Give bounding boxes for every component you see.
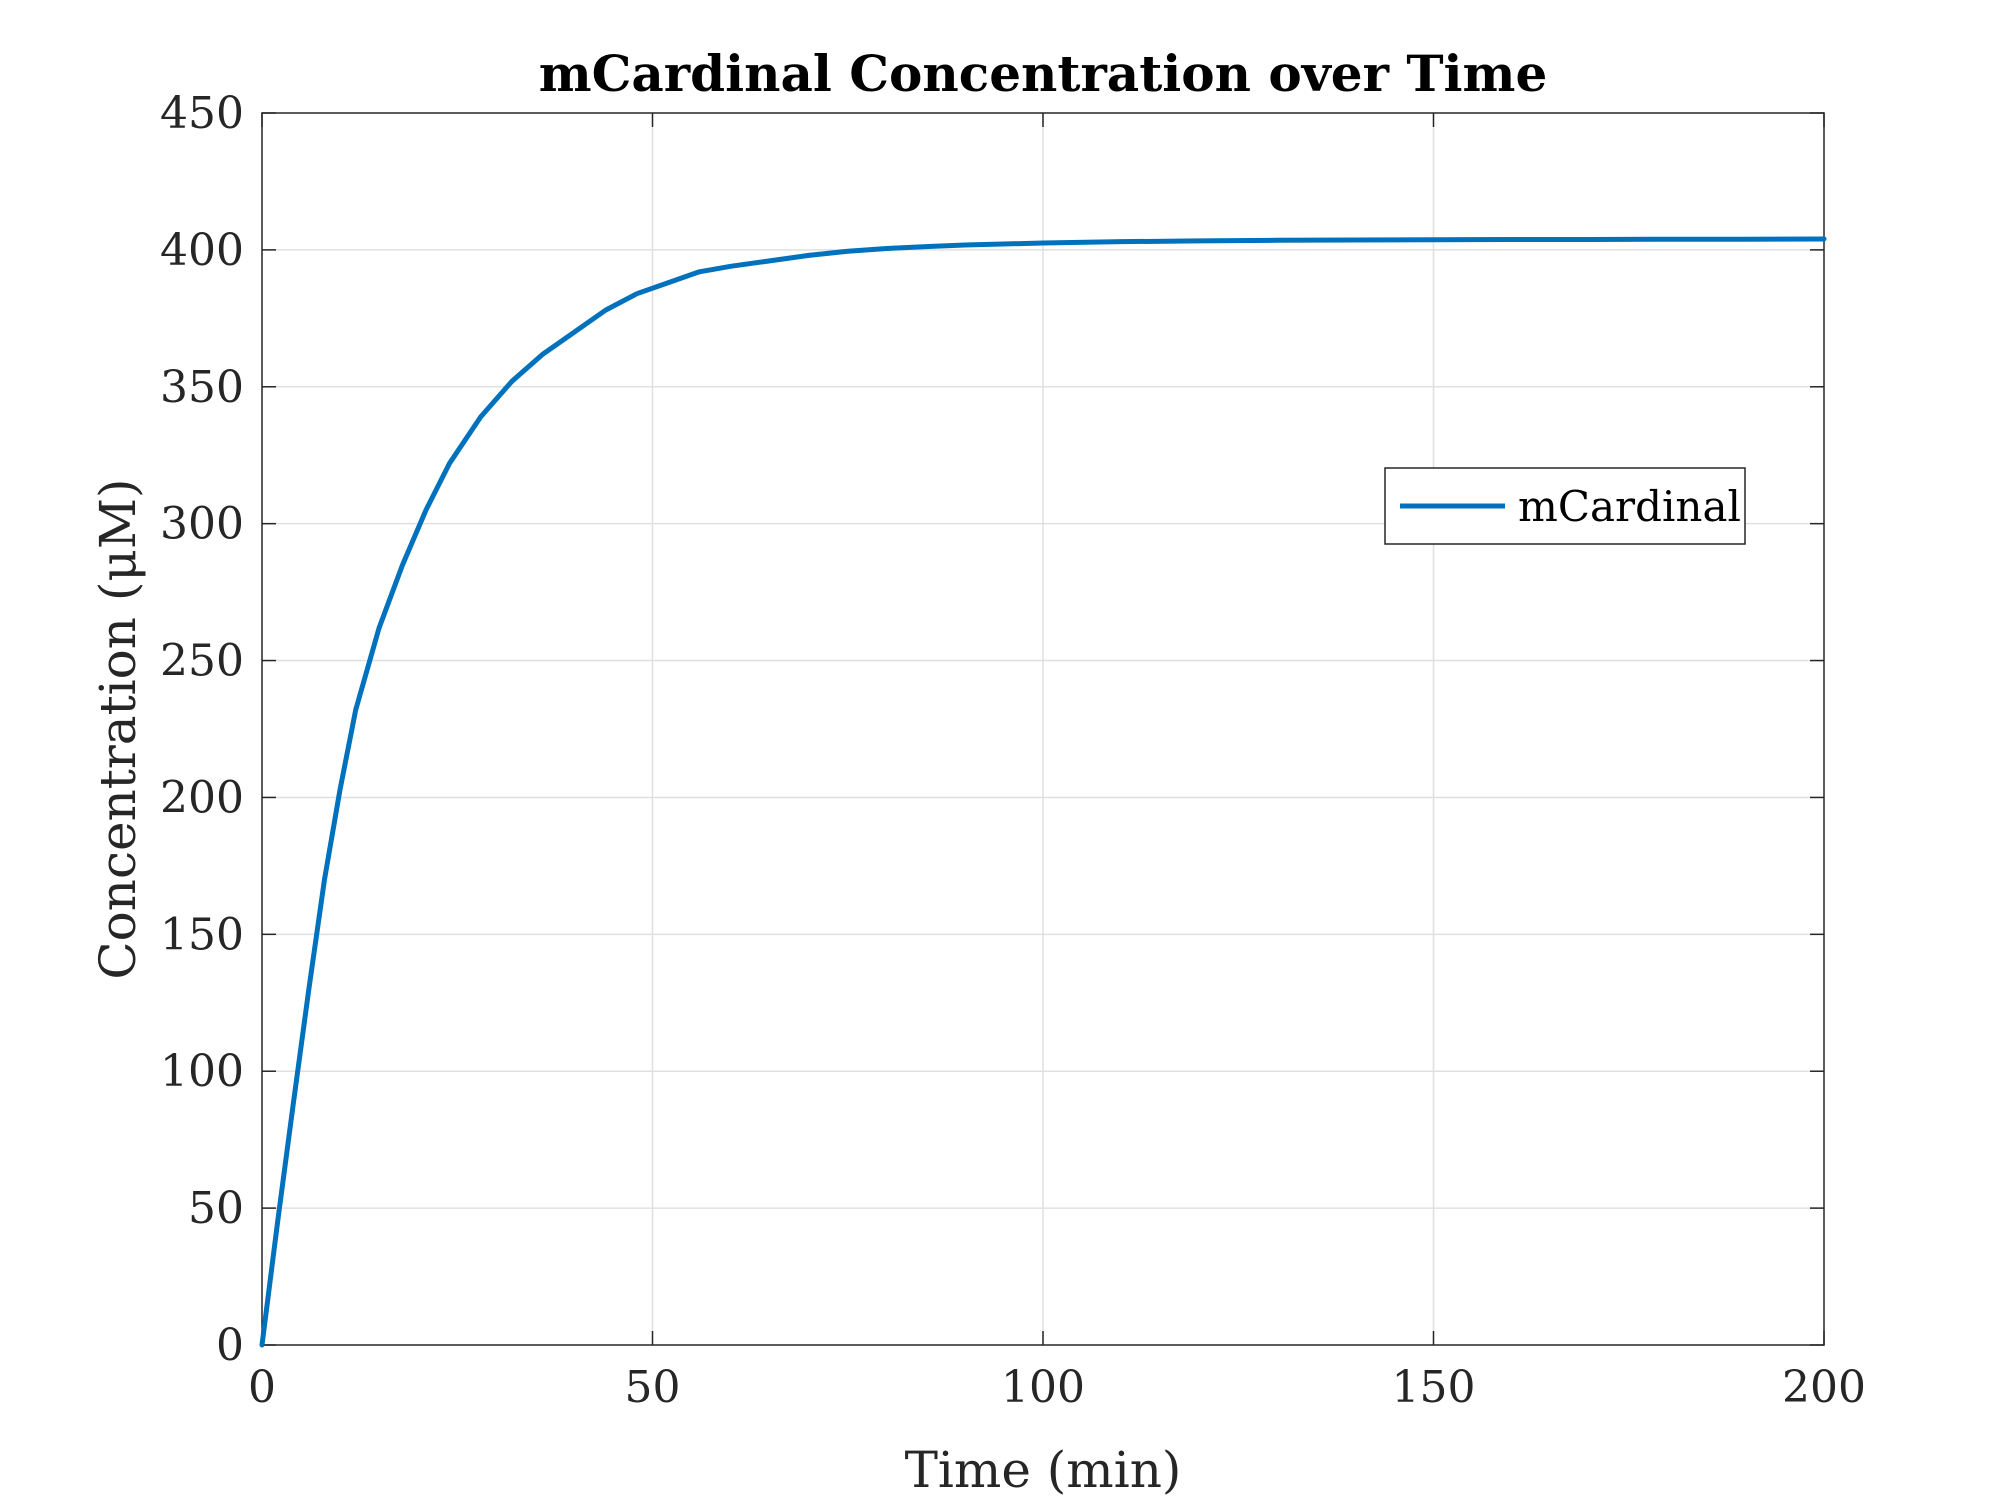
y-tick-label: 50: [188, 1183, 244, 1234]
x-tick-label: 150: [1392, 1362, 1476, 1413]
legend: mCardinal: [1384, 467, 1746, 545]
y-tick-label: 200: [160, 772, 244, 823]
legend-label-mcardinal: mCardinal: [1518, 482, 1741, 531]
y-tick-label: 450: [160, 88, 244, 139]
chart-title: mCardinal Concentration over Time: [539, 44, 1548, 103]
x-axis-label: Time (min): [905, 1441, 1182, 1499]
grid-lines: [262, 113, 1824, 1345]
axis-ticks: 0 50 100 150 200 0 50 100 150 200 250 300 350 400 450: [160, 88, 1866, 1413]
y-tick-label: 300: [160, 499, 244, 550]
x-tick-label: 200: [1782, 1362, 1866, 1413]
series-line-mcardinal: [259, 236, 1827, 1348]
y-tick-label: 0: [216, 1320, 244, 1371]
y-tick-label: 350: [160, 362, 244, 413]
y-axis-label: Concentration (μM): [89, 478, 147, 979]
y-tick-label: 100: [160, 1046, 244, 1097]
x-tick-label: 100: [1001, 1362, 1085, 1413]
x-tick-label: 0: [248, 1362, 276, 1413]
series-layer: [259, 236, 1827, 1348]
y-tick-label: 150: [160, 909, 244, 960]
y-tick-label: 250: [160, 636, 244, 687]
x-tick-label: 50: [625, 1362, 681, 1413]
y-tick-label: 400: [160, 225, 244, 276]
